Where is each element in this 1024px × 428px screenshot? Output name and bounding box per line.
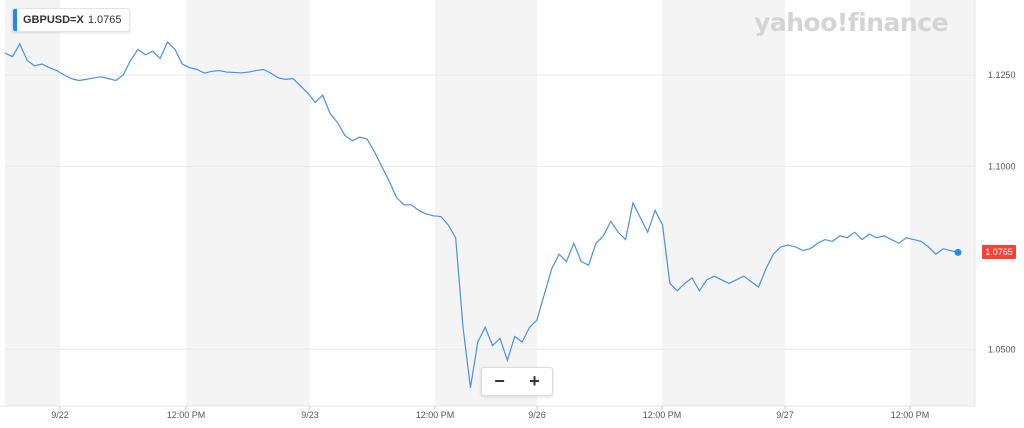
session-band: [435, 0, 537, 406]
x-tick-label: 9/23: [301, 410, 319, 420]
last-price-tag: 1.0765: [982, 245, 1016, 260]
session-band: [662, 0, 785, 406]
session-band: [5, 0, 60, 406]
x-axis-ticks: 9/22 12:00 PM 9/23 12:00 PM 9/26 12:00 PM 9/27…: [51, 406, 929, 420]
price-series-line: [4, 41, 959, 388]
legend-value: 1.0765: [87, 14, 122, 26]
zoom-in-button[interactable]: +: [529, 371, 540, 391]
y-tick-label: 1.0500: [988, 344, 1016, 354]
zoom-out-button[interactable]: −: [494, 371, 505, 391]
x-tick-label: 12:00 PM: [167, 410, 206, 420]
x-tick-label: 9/26: [528, 410, 546, 420]
session-bands: [5, 0, 975, 406]
session-band: [910, 0, 975, 406]
legend-symbol: GBPUSD=X: [23, 14, 84, 26]
x-tick-label: 9/22: [51, 410, 69, 420]
legend-swatch: [13, 9, 17, 31]
x-tick-label: 12:00 PM: [891, 410, 930, 420]
x-tick-label: 12:00 PM: [416, 410, 455, 420]
x-tick-label: 9/27: [776, 410, 794, 420]
session-band: [186, 0, 310, 406]
zoom-controls: − +: [481, 367, 553, 396]
gridlines: [5, 74, 975, 350]
y-tick-label: 1.1250: [988, 70, 1016, 80]
symbol-legend: GBPUSD=X 1.0765: [12, 8, 131, 32]
y-tick-label: 1.1000: [988, 161, 1016, 171]
x-tick-label: 12:00 PM: [643, 410, 682, 420]
last-price-point: [954, 248, 962, 256]
y-axis-ticks: 1.1250 1.1000 1.0500: [988, 70, 1016, 354]
yahoo-finance-logo: yahoo!finance: [754, 8, 948, 37]
axes: [0, 0, 976, 407]
